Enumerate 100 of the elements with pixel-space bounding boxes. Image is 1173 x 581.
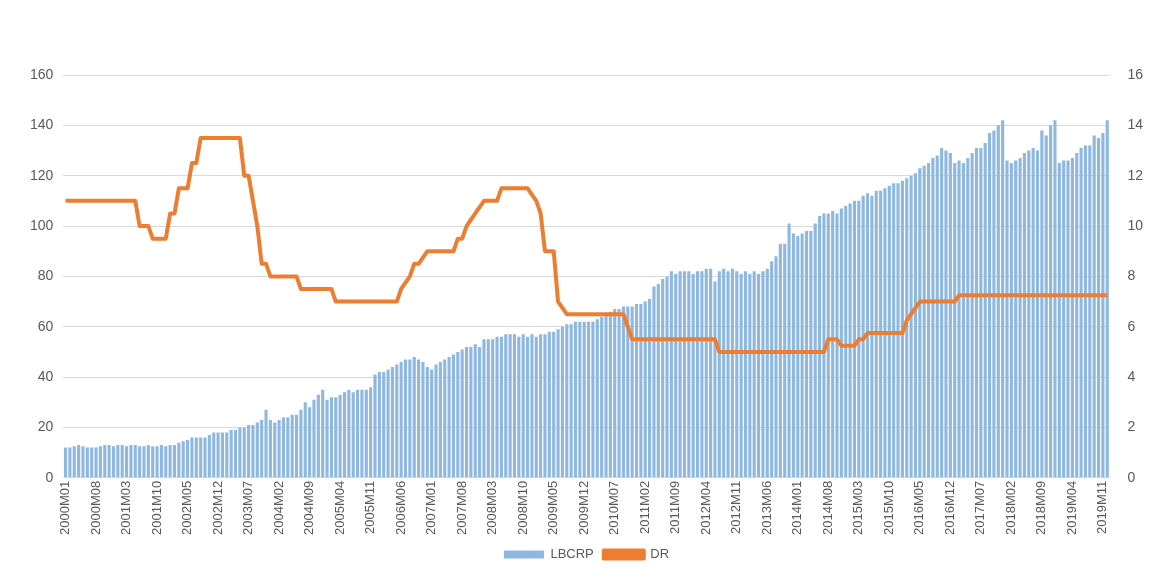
bar (892, 183, 896, 478)
bar (630, 306, 634, 478)
bar (168, 445, 172, 478)
bar (386, 369, 390, 478)
x-tick-label: 2012M11 (728, 480, 744, 535)
bar (133, 445, 137, 478)
bar (194, 437, 198, 478)
bar (870, 195, 874, 478)
x-tick-label: 2019M11 (1094, 480, 1110, 535)
bar (138, 446, 142, 478)
bar (456, 351, 460, 478)
bar (595, 319, 599, 478)
bar (822, 213, 826, 478)
bar (412, 356, 416, 478)
y-tick-label: 100 (30, 216, 54, 233)
bar (303, 402, 307, 478)
bar (1053, 120, 1057, 478)
bar (534, 336, 538, 478)
bar (491, 339, 495, 478)
x-tick-label: 2000M08 (87, 480, 103, 536)
bar (1092, 135, 1096, 478)
y-tick-label: 60 (37, 317, 54, 334)
bar (852, 200, 857, 478)
bar (940, 148, 944, 478)
bar (94, 447, 98, 478)
bar (966, 158, 970, 478)
bar (587, 321, 591, 478)
x-tick-label: 2004M09 (301, 480, 317, 536)
bar (818, 215, 822, 478)
bar (735, 271, 739, 478)
x-tick-label: 2009M12 (575, 480, 591, 536)
x-tick-label: 2014M01 (789, 480, 805, 536)
bar (896, 183, 900, 478)
bar (242, 427, 246, 478)
bar (216, 432, 220, 478)
y2-tick-label: 14 (1127, 116, 1144, 133)
bar (421, 361, 425, 478)
bar (1022, 153, 1026, 478)
bar (273, 422, 277, 478)
bar (460, 349, 464, 478)
bar (717, 271, 721, 478)
bar (948, 153, 952, 478)
bar (669, 271, 673, 478)
bar (1040, 130, 1044, 478)
x-tick-label: 2002M12 (209, 480, 225, 536)
bar (661, 278, 665, 478)
bar (251, 424, 255, 478)
x-tick-label: 2002M05 (179, 480, 195, 536)
bar (748, 273, 752, 478)
bar (521, 334, 525, 478)
legend-label: DR (650, 546, 670, 562)
bar (351, 392, 355, 478)
bar (1079, 148, 1083, 478)
bar (81, 446, 85, 478)
y2-tick-label: 10 (1127, 216, 1144, 233)
bar (238, 427, 242, 478)
bar (151, 446, 155, 478)
bar (290, 414, 294, 478)
bar (220, 432, 225, 478)
bar (879, 190, 883, 478)
bar (443, 359, 447, 478)
bar (129, 445, 133, 478)
bar (578, 321, 582, 478)
bar (726, 271, 730, 478)
x-tick-label: 2006M06 (392, 480, 408, 536)
bar (77, 445, 81, 478)
bar (264, 409, 268, 478)
bar (190, 437, 194, 478)
bar (1031, 148, 1035, 478)
y2-tick-label: 16 (1127, 65, 1144, 82)
bar (207, 434, 211, 478)
bar (761, 271, 765, 478)
bar (883, 188, 887, 478)
bar (974, 148, 979, 478)
x-tick-label: 2014M08 (819, 480, 835, 536)
bar (922, 165, 926, 478)
bar (342, 392, 347, 478)
bar (700, 271, 704, 478)
x-tick-label: 2001M03 (118, 480, 134, 536)
bar (1001, 120, 1005, 478)
x-tick-label: 2000M01 (57, 480, 73, 536)
bar (338, 394, 342, 478)
bar (887, 185, 891, 478)
bar (709, 268, 713, 478)
bar (504, 334, 508, 478)
y2-tick-label: 4 (1127, 367, 1136, 384)
bar (543, 334, 547, 478)
bar (212, 432, 216, 478)
bar (1066, 160, 1070, 478)
bar (403, 359, 408, 478)
bar (233, 429, 238, 478)
bar (63, 447, 68, 478)
x-tick-label: 2012M04 (697, 480, 713, 536)
bar (957, 160, 961, 478)
bar (473, 344, 477, 478)
bar (281, 417, 286, 478)
bar (613, 309, 617, 478)
bar (399, 361, 403, 478)
bar (1096, 137, 1101, 478)
bar (1075, 153, 1079, 478)
